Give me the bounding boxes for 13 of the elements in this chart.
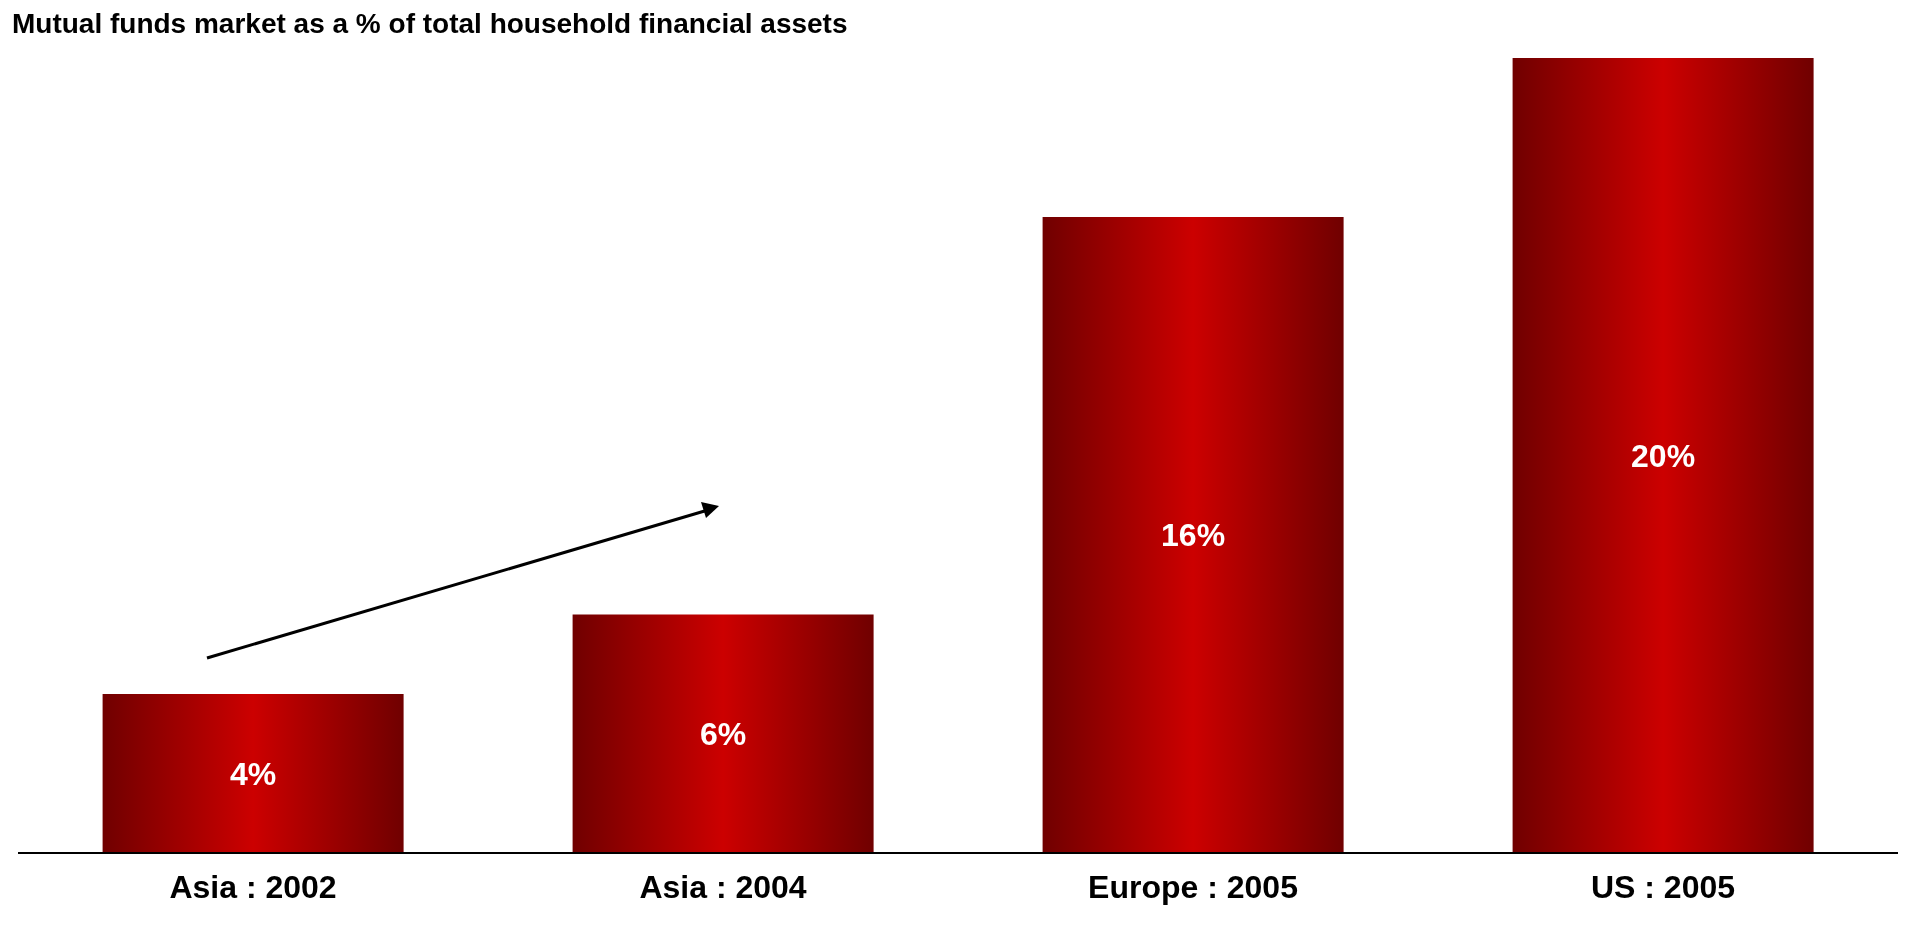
x-tick-label: Europe : 2005 <box>1088 868 1298 905</box>
data-label: 4% <box>229 755 277 792</box>
bar <box>1512 58 1814 853</box>
x-tick-label: US : 2005 <box>1590 868 1736 905</box>
data-label: 6% <box>699 716 747 753</box>
x-tick-label: Asia : 2002 <box>169 868 337 905</box>
chart-title: Mutual funds market as a % of total household financial assets <box>12 8 848 40</box>
data-label: 20% <box>1631 437 1696 474</box>
x-tick-label: Asia : 2004 <box>639 868 807 905</box>
bar <box>572 614 874 853</box>
data-label: 16% <box>1161 517 1226 554</box>
bar <box>102 694 404 853</box>
bar <box>1042 217 1344 853</box>
